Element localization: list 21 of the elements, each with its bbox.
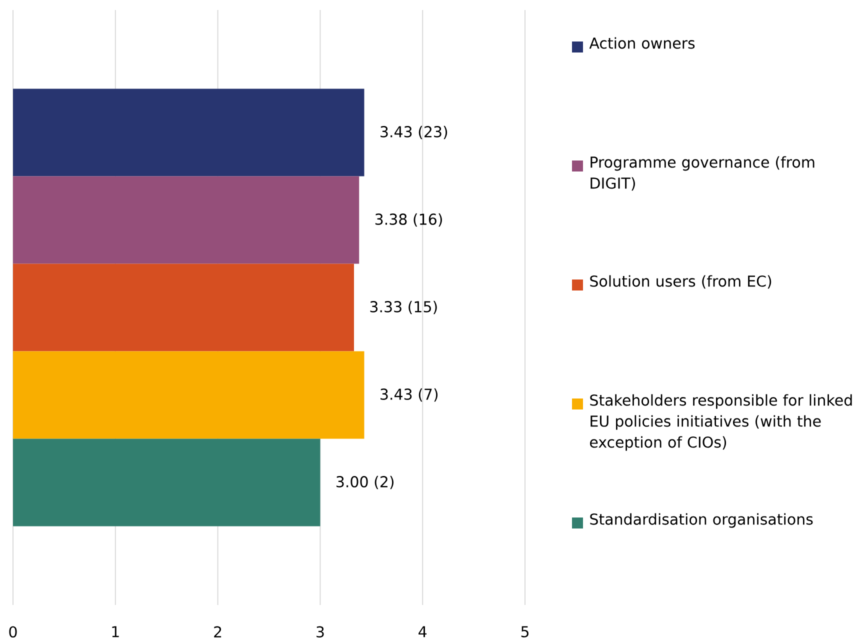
bar <box>13 88 364 176</box>
bar <box>13 176 360 264</box>
data-label: 3.43 (7) <box>380 388 438 402</box>
legend-label: Action owners <box>589 37 695 49</box>
data-label: 3.33 (15) <box>370 300 437 314</box>
legend-label: Stakeholders responsible for linked EU policies initiatives (with the exception of CIOs) <box>590 394 852 451</box>
x-tick-label: 0 <box>9 626 17 638</box>
data-label: 3.43 (23) <box>380 126 448 140</box>
bar <box>13 438 320 526</box>
legend-label: Solution users (from EC) <box>590 275 772 289</box>
x-tick-label: 1 <box>112 626 119 638</box>
data-label: 3.00 (2) <box>336 476 394 490</box>
x-tick-label: 5 <box>521 626 528 638</box>
x-tick-label: 3 <box>316 626 324 638</box>
legend-label: Programme governance (from DIGIT) <box>590 156 814 191</box>
x-tick-label: 2 <box>214 626 222 638</box>
x-tick-label: 4 <box>418 626 427 638</box>
bar <box>13 351 364 439</box>
data-label: 3.38 (16) <box>375 213 442 227</box>
bar <box>13 264 354 352</box>
legend-label: Standardisation organisations <box>590 513 813 528</box>
